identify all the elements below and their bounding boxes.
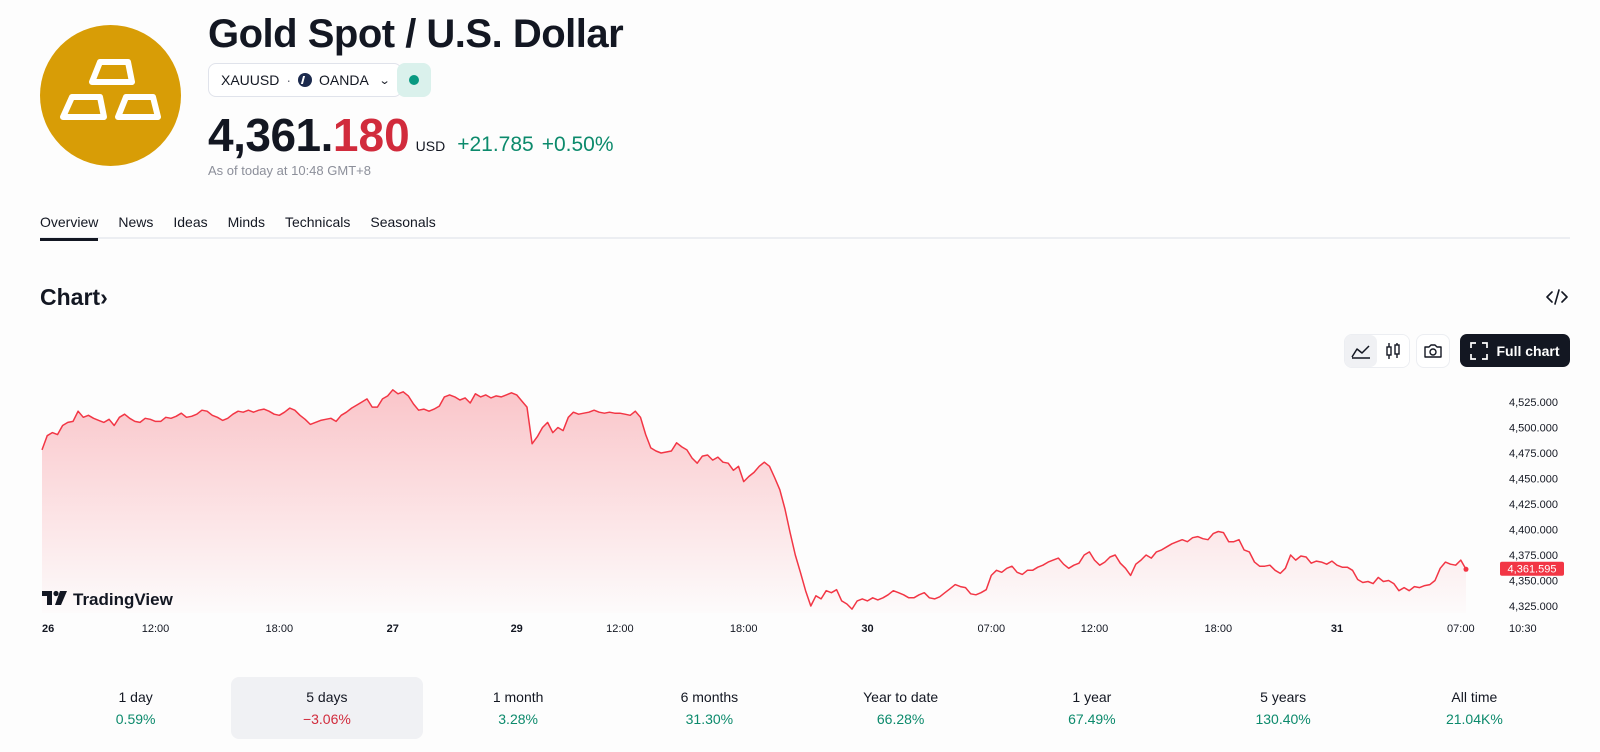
price-row: 4,361. 180 USD +21.785 +0.50% [208, 108, 614, 162]
candles-icon [1386, 343, 1400, 359]
price-change-percent: +0.50% [541, 133, 614, 156]
gold-bars-icon [60, 59, 161, 120]
x-axis-tick-label: 27 [387, 623, 399, 635]
y-axis-tick-label: 4,375.000 [1509, 550, 1558, 562]
x-axis-tick-label: 26 [42, 623, 54, 635]
x-axis-tick-label: 07:00 [978, 623, 1006, 635]
as-of-timestamp: As of today at 10:48 GMT+8 [208, 163, 371, 178]
price-line [41, 389, 1467, 610]
price-change: +21.785 [457, 133, 534, 156]
full-chart-button[interactable]: Full chart [1460, 334, 1570, 367]
separator: · [286, 72, 292, 88]
period-1-month[interactable]: 1 month 3.28% [423, 677, 614, 739]
price-last-digits: 180 [332, 109, 410, 161]
tab-technicals[interactable]: Technicals [284, 214, 351, 230]
candles-chart-style-button[interactable] [1377, 335, 1409, 367]
period-change: 66.28% [876, 711, 925, 727]
y-axis-tick-label: 4,325.000 [1509, 601, 1558, 613]
chart-section-title: Chart [40, 284, 101, 310]
period-label: 6 months [680, 689, 739, 705]
chart-section-link[interactable]: Chart› [40, 284, 108, 311]
period-change: 130.40% [1255, 711, 1311, 727]
price-chart[interactable]: 4,525.000 4,500.000 4,475.000 4,450.000 4,42… [0, 380, 1600, 660]
full-chart-label: Full chart [1496, 342, 1560, 359]
period-1-day[interactable]: 1 day 0.59% [40, 677, 231, 739]
tab-seasonals[interactable]: Seasonals [370, 214, 436, 230]
y-axis-tick-label: 4,450.000 [1509, 474, 1558, 486]
tab-ideas[interactable]: Ideas [173, 214, 208, 230]
period-label: Year to date [863, 689, 939, 705]
price-currency: USD [415, 138, 446, 154]
period-6-months[interactable]: 6 months 31.30% [614, 677, 805, 739]
chart-style-toggle [1344, 334, 1410, 368]
x-axis-tick-label: 12:00 [1081, 623, 1109, 635]
x-axis-tick-label: 18:00 [730, 623, 758, 635]
period-label: 5 days [306, 689, 348, 705]
last-price-label: 4,361.595 [1508, 564, 1557, 576]
price-area-fill [42, 389, 1466, 613]
oanda-broker-icon [298, 73, 313, 87]
area-chart-icon [1351, 345, 1370, 359]
snapshot-button[interactable] [1416, 334, 1450, 368]
tradingview-logo-icon [42, 590, 67, 605]
performance-periods: 1 day 0.59% 5 days −3.06% 1 month 3.28% … [40, 677, 1570, 739]
symbol-exchange-selector[interactable]: XAUUSD · OANDA ⌄ [208, 63, 403, 97]
period-1-year[interactable]: 1 year 67.49% [996, 677, 1187, 739]
x-axis-tick-label: 31 [1331, 623, 1343, 635]
x-axis-tick-label: 12:00 [142, 623, 170, 635]
x-axis-tick-label: 18:00 [266, 623, 294, 635]
price-main: 4,361. [208, 109, 333, 161]
broker-name: OANDA [319, 72, 369, 88]
x-axis-tick-label: 29 [511, 623, 523, 635]
x-axis-tick-label: 07:00 [1447, 623, 1475, 635]
period-5-days[interactable]: 5 days −3.06% [231, 677, 423, 739]
tab-overview[interactable]: Overview [40, 213, 99, 241]
period-year-to-date[interactable]: Year to date 66.28% [805, 677, 996, 739]
area-chart-style-button[interactable] [1345, 335, 1377, 367]
last-price-badge [1500, 561, 1564, 576]
period-label: All time [1451, 689, 1498, 705]
period-change: −3.06% [302, 711, 351, 727]
tradingview-watermark-text: TradingView [73, 590, 174, 609]
period-label: 1 year [1072, 689, 1112, 705]
period-change: 31.30% [685, 711, 734, 727]
gold-bars-logo [40, 25, 181, 166]
period-change: 0.59% [115, 711, 156, 727]
x-axis-tick-label: 10:30 [1509, 623, 1537, 635]
y-axis-tick-label: 4,425.000 [1509, 499, 1558, 511]
x-axis-tick-label: 30 [861, 623, 873, 635]
y-axis-tick-label: 4,525.000 [1509, 397, 1558, 409]
period-change: 3.28% [498, 711, 538, 727]
period-5-years[interactable]: 5 years 130.40% [1188, 677, 1379, 739]
market-open-status-icon[interactable] [397, 63, 431, 97]
period-change: 67.49% [1068, 711, 1116, 727]
fullscreen-icon [1470, 341, 1489, 360]
period-change: 21.04K% [1445, 711, 1503, 727]
chevron-down-icon: ⌄ [378, 74, 391, 87]
period-label: 5 years [1260, 689, 1307, 705]
period-label: 1 month [492, 689, 544, 705]
tab-news[interactable]: News [118, 214, 154, 230]
tab-minds[interactable]: Minds [227, 214, 265, 230]
tradingview-watermark[interactable]: TradingView [42, 590, 174, 609]
symbol-tabs: Overview News Ideas Minds Technicals Sea… [40, 213, 1570, 241]
period-label: 1 day [118, 689, 153, 705]
y-axis-tick-label: 4,350.000 [1509, 576, 1558, 588]
chevron-right-icon: › [100, 284, 108, 310]
y-axis-tick-label: 4,500.000 [1509, 423, 1558, 435]
x-axis-tick-label: 12:00 [606, 623, 634, 635]
embed-code-icon[interactable] [1546, 288, 1568, 306]
period-all-time[interactable]: All time 21.04K% [1379, 677, 1570, 739]
x-axis-tick-label: 18:00 [1205, 623, 1233, 635]
symbol-ticker: XAUUSD [221, 72, 280, 88]
last-price-dot [1463, 566, 1469, 572]
y-axis-tick-label: 4,400.000 [1509, 525, 1558, 537]
y-axis-tick-label: 4,475.000 [1509, 448, 1558, 460]
symbol-title: Gold Spot / U.S. Dollar [208, 12, 624, 56]
camera-icon [1424, 344, 1442, 358]
